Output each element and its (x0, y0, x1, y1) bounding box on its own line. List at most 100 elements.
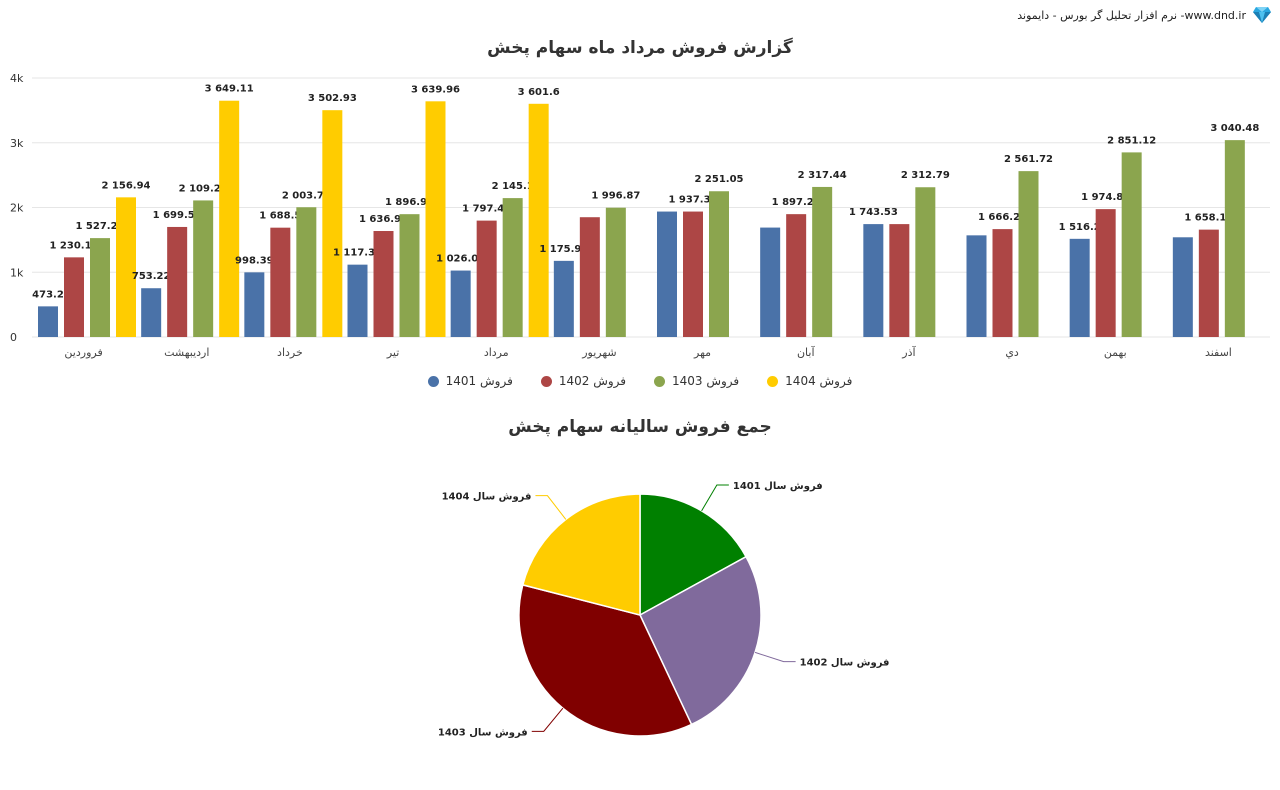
data-label: 2 156.94 (101, 180, 150, 191)
data-label: 1 117.38 (333, 248, 382, 259)
app-header: www.dnd.ir- نرم افزار تحلیل گر بورس - دا… (1017, 4, 1272, 26)
bar (657, 211, 677, 337)
pie-slice-label: فروش سال 1401 (733, 481, 823, 492)
bar (502, 198, 523, 337)
bar (709, 191, 729, 337)
y-tick-label: 3k (10, 137, 24, 150)
data-label: 1 897.29 (772, 197, 821, 208)
pie-slice (521, 493, 641, 616)
data-label: 1 743.53 (849, 207, 898, 218)
pie-leader-line (531, 707, 564, 732)
data-label: 1 658.17 (1184, 213, 1233, 224)
y-tick-label: 0 (10, 331, 17, 344)
bar (373, 231, 394, 337)
bar (296, 207, 317, 337)
data-label: 1 230.14 (49, 240, 98, 251)
legend-label: فروش 1402 (558, 374, 626, 388)
y-tick-label: 1k (10, 266, 24, 279)
pie-slice-label: فروش سال 1404 (442, 492, 532, 503)
x-tick-label: مرداد (484, 346, 509, 359)
data-label: 753.22 (132, 271, 171, 282)
bar (1198, 229, 1219, 337)
x-tick-label: فروردین (64, 346, 102, 359)
data-label: 3 502.93 (308, 93, 357, 104)
x-tick-label: اسفند (1205, 346, 1232, 359)
bar (966, 235, 987, 337)
data-label: 2 109.23 (179, 183, 228, 194)
bar (399, 214, 420, 337)
bar (1172, 237, 1193, 337)
bar (476, 220, 497, 337)
legend-item[interactable]: فروش 1403 (654, 374, 739, 388)
bar (64, 257, 84, 337)
data-label: 2 851.12 (1107, 135, 1156, 146)
bar (193, 200, 214, 337)
data-label: 1 996.87 (591, 191, 640, 202)
bar (1224, 140, 1245, 337)
x-tick-label: مهر (693, 346, 711, 359)
data-label: 1 797.49 (462, 204, 511, 215)
bar-chart-legend: فروش 1401 فروش 1402 فروش 1403 فروش 1404 (0, 374, 1280, 388)
data-label: 3 601.6 (518, 87, 560, 98)
data-label: 473.2 (32, 289, 64, 300)
legend-label: فروش 1404 (785, 374, 853, 388)
bar (244, 272, 265, 337)
bar (760, 227, 781, 337)
bar (270, 227, 291, 337)
bar (1069, 238, 1090, 337)
x-tick-label: شهریور (581, 346, 616, 359)
legend-label: فروش 1403 (672, 374, 740, 388)
legend-swatch (427, 375, 439, 387)
data-label: 1 026.08 (436, 254, 485, 265)
pie-leader-line (535, 495, 567, 520)
legend-item[interactable]: فروش 1404 (767, 374, 852, 388)
data-label: 1 937.38 (668, 195, 717, 206)
pie-leader-line (701, 484, 729, 512)
y-tick-label: 4k (10, 72, 24, 85)
data-label: 3 639.96 (411, 84, 460, 95)
data-label: 1 175.92 (539, 244, 588, 255)
x-tick-label: آبان (797, 345, 815, 359)
data-label: 3 649.11 (205, 84, 254, 95)
data-label: 1 666.21 (978, 212, 1027, 223)
bar (450, 270, 471, 337)
data-label: 3 040.48 (1210, 123, 1259, 134)
data-label: 1 688.5 (259, 211, 301, 222)
bar (167, 226, 188, 337)
bar (322, 110, 343, 338)
data-label: 1 896.93 (385, 197, 434, 208)
data-label: 2 145.1 (492, 181, 534, 192)
bar (38, 306, 58, 337)
bar (992, 229, 1013, 337)
legend-item[interactable]: فروش 1401 (427, 374, 513, 388)
data-label: 1 699.53 (153, 210, 202, 221)
data-label: 1 516.2 (1059, 222, 1101, 233)
x-tick-label: بهمن (1104, 346, 1127, 359)
legend-item[interactable]: فروش 1402 (540, 374, 626, 388)
data-label: 998.39 (235, 255, 274, 266)
data-label: 1 527.22 (75, 221, 124, 232)
data-label: 2 251.05 (694, 174, 743, 185)
pie-chart-title: جمع فروش سالیانه سهام پخش (508, 417, 772, 437)
legend-swatch (540, 375, 552, 387)
bar (1095, 209, 1116, 337)
x-tick-label: خرداد (277, 346, 303, 359)
legend-swatch (654, 375, 665, 387)
bar-chart: 0 1k 2k 3k 4k 473.2 1 230.14 1 527.22 2 156.94 فر… (10, 72, 1270, 359)
bar (915, 187, 936, 337)
x-tick-label: دي (1005, 346, 1019, 359)
x-tick-label: تیر (386, 346, 399, 359)
bar (863, 224, 884, 337)
data-label: 2 317.44 (798, 170, 847, 181)
data-label: 1 974.81 (1081, 192, 1130, 203)
bar (1018, 171, 1039, 337)
x-tick-label: اردیبهشت (164, 346, 209, 359)
data-label: 2 003.78 (282, 190, 331, 201)
bar (116, 197, 136, 337)
diamond-icon (1253, 7, 1271, 23)
bar (528, 103, 549, 337)
legend-swatch (767, 375, 779, 387)
bar (605, 207, 626, 337)
bar (1121, 152, 1142, 337)
bar (425, 101, 446, 337)
